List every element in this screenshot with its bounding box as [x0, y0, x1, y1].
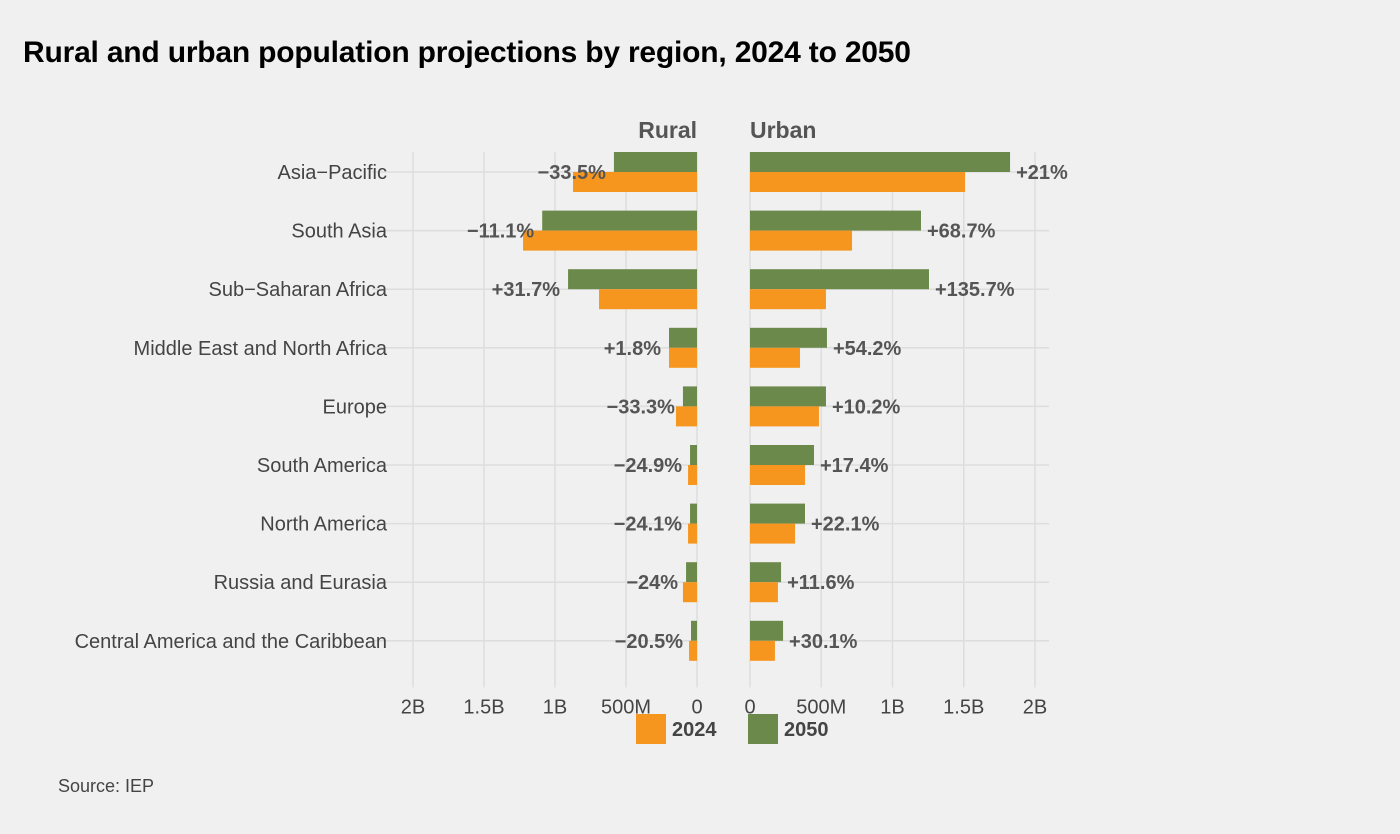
bar-rural-2024 — [688, 465, 697, 485]
bar-rural-2024 — [573, 172, 697, 192]
x-tick-label-rural: 0 — [691, 696, 702, 718]
x-tick-label-urban: 1.5B — [943, 696, 984, 718]
category-label: South Asia — [291, 221, 388, 243]
x-tick-label-rural: 1B — [543, 696, 567, 718]
bar-urban-2024 — [750, 523, 796, 544]
x-tick-label-rural: 2B — [401, 696, 425, 718]
x-tick-label-rural: 500M — [601, 696, 651, 718]
bar-urban-2050 — [750, 445, 814, 465]
category-label: Russia and Eurasia — [214, 572, 388, 594]
x-tick-label-rural: 1.5B — [463, 696, 504, 718]
chart-title: Rural and urban population projections b… — [23, 36, 911, 69]
bar-urban-2024 — [750, 465, 806, 485]
bar-urban-2050 — [750, 620, 784, 641]
legend-label-2050: 2050 — [784, 719, 829, 741]
change-label-rural: −20.5% — [615, 631, 684, 653]
bar-rural-2050 — [690, 503, 697, 524]
bar-urban-2050 — [750, 503, 806, 524]
change-label-rural: −33.3% — [607, 396, 676, 418]
change-label-rural: −11.1% — [467, 221, 535, 243]
bar-urban-2024 — [750, 347, 801, 368]
bar-urban-2024 — [750, 230, 853, 251]
x-tick-label-urban: 500M — [796, 696, 846, 718]
category-label: North America — [260, 514, 388, 536]
change-label-urban: +54.2% — [833, 338, 902, 360]
change-label-urban: +68.7% — [927, 221, 996, 243]
bar-urban-2050 — [750, 210, 921, 231]
legend-swatch-2050 — [748, 714, 778, 744]
change-label-rural: −24.9% — [614, 455, 683, 477]
category-label: Sub−Saharan Africa — [209, 279, 388, 301]
source-note: Source: IEP — [58, 776, 155, 796]
change-label-urban: +17.4% — [820, 455, 889, 477]
change-label-urban: +11.6% — [787, 572, 855, 594]
panel-title-urban: Urban — [750, 117, 816, 143]
bar-urban-2050 — [750, 562, 782, 583]
legend-swatch-2024 — [636, 714, 666, 744]
category-label: Central America and the Caribbean — [75, 631, 387, 653]
bar-rural-2050 — [686, 562, 697, 583]
bar-rural-2024 — [688, 523, 697, 544]
bar-rural-2050 — [682, 386, 697, 407]
bar-urban-2050 — [750, 269, 929, 290]
x-tick-label-urban: 1B — [880, 696, 904, 718]
bar-urban-2050 — [750, 152, 1011, 172]
bar-rural-2050 — [613, 152, 697, 172]
bar-rural-2050 — [691, 620, 697, 641]
panel-title-rural: Rural — [638, 117, 697, 143]
bar-rural-2050 — [690, 445, 697, 465]
bar-rural-2050 — [542, 210, 697, 231]
legend-label-2024: 2024 — [672, 719, 717, 741]
change-label-rural: +31.7% — [492, 279, 561, 301]
change-label-urban: +21% — [1016, 162, 1068, 184]
bar-rural-2024 — [689, 640, 697, 661]
change-label-rural: +1.8% — [604, 338, 661, 360]
bar-rural-2024 — [669, 347, 697, 368]
bar-rural-2024 — [675, 406, 697, 427]
bar-rural-2050 — [669, 327, 697, 348]
bar-urban-2024 — [750, 640, 775, 661]
bar-urban-2050 — [750, 327, 827, 348]
bar-urban-2024 — [750, 172, 966, 192]
bar-urban-2024 — [750, 582, 778, 603]
change-label-urban: +22.1% — [811, 514, 880, 536]
bar-urban-2024 — [750, 406, 819, 427]
change-label-rural: −33.5% — [538, 162, 607, 184]
change-label-rural: −24% — [626, 572, 678, 594]
change-label-urban: +135.7% — [935, 279, 1015, 301]
category-label: Asia−Pacific — [278, 162, 388, 184]
bar-urban-2024 — [750, 289, 826, 310]
category-label: South America — [257, 455, 388, 477]
x-tick-label-urban: 0 — [744, 696, 755, 718]
bar-rural-2050 — [568, 269, 697, 290]
change-label-urban: +30.1% — [789, 631, 858, 653]
bar-rural-2024 — [682, 582, 697, 603]
category-label: Europe — [323, 396, 388, 418]
bar-rural-2024 — [599, 289, 697, 310]
change-label-rural: −24.1% — [614, 514, 683, 536]
bar-urban-2050 — [750, 386, 826, 407]
bar-rural-2024 — [523, 230, 697, 251]
change-label-urban: +10.2% — [832, 396, 901, 418]
x-tick-label-urban: 2B — [1023, 696, 1047, 718]
category-label: Middle East and North Africa — [134, 338, 388, 360]
